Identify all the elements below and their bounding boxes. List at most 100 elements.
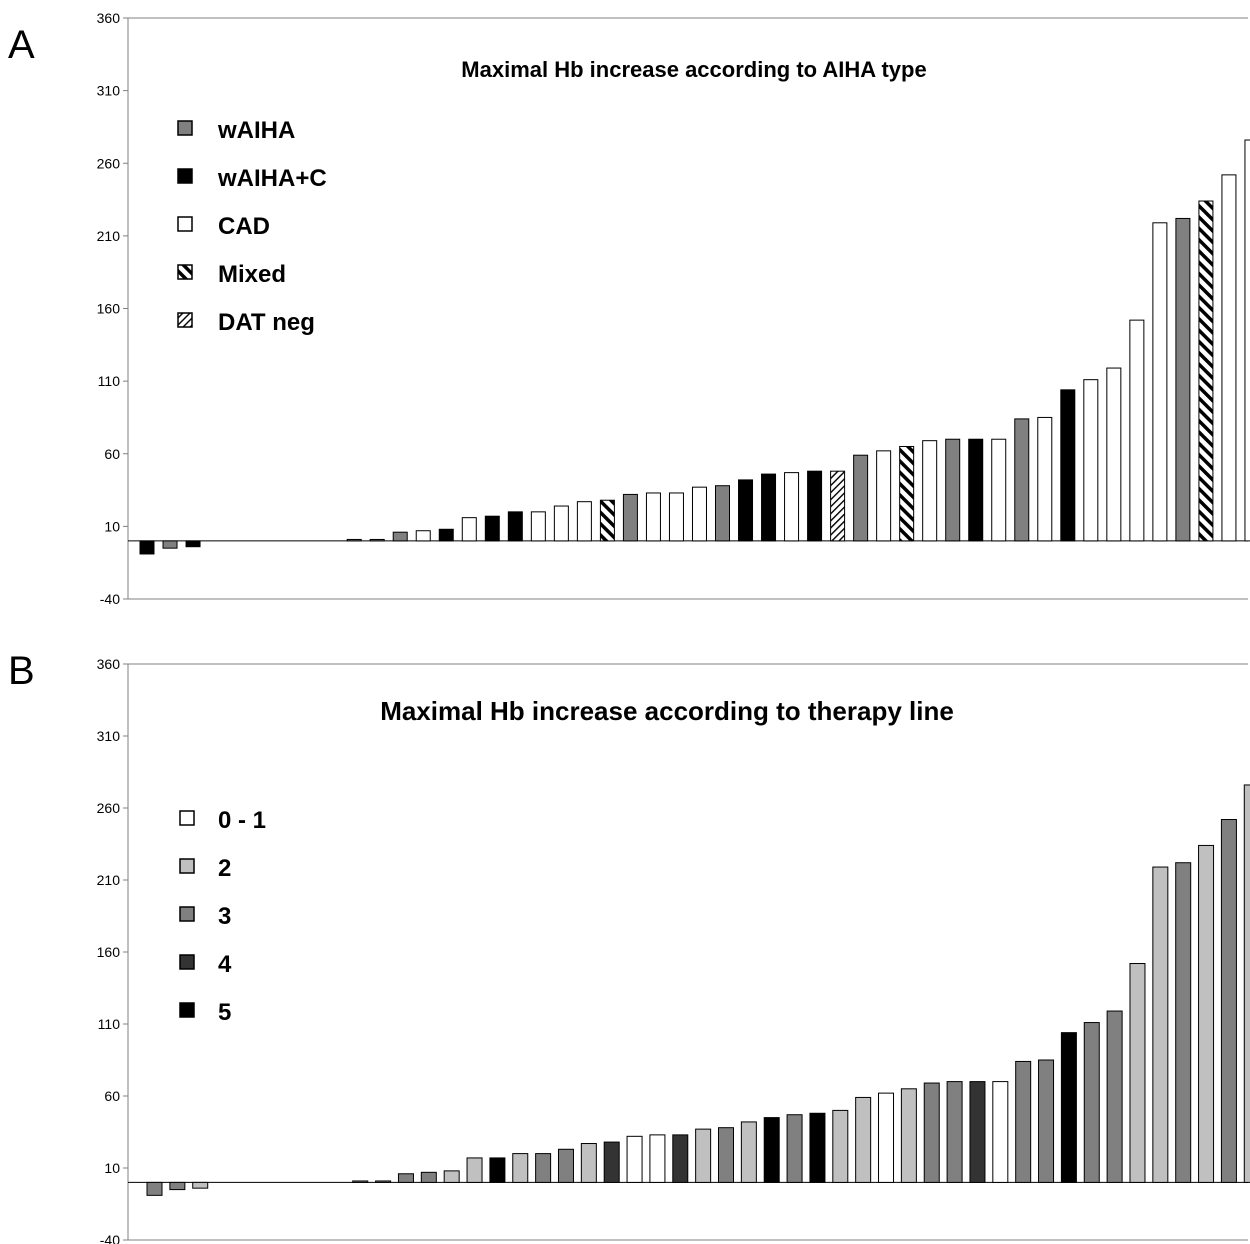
panel-b-bar <box>992 1081 1009 1183</box>
panel-b-bar <box>832 1109 849 1183</box>
panel-b-bar <box>375 1180 392 1183</box>
panel-b-bar <box>557 1148 574 1183</box>
panel-b-bar <box>397 1173 414 1183</box>
panel-b-bar <box>786 1114 803 1183</box>
panel-b-bar <box>718 1127 734 1183</box>
panel-a-bar <box>1198 200 1214 542</box>
panel-b-ytick-label: 310 <box>97 728 121 744</box>
panel-b-bar <box>535 1153 552 1183</box>
panel-a-bar <box>507 511 523 542</box>
panel-a-bar <box>162 540 178 549</box>
panel-b-bar <box>855 1096 872 1183</box>
panel-a-bar <box>461 517 477 542</box>
panel-a-bar <box>622 493 638 542</box>
panel-a-letter: A <box>8 23 35 67</box>
panel-b-ytick-label: 60 <box>104 1088 120 1104</box>
panel-a-bar <box>807 470 823 542</box>
panel-b-bars <box>146 784 1250 1196</box>
panel-b-bar <box>878 1092 895 1183</box>
panel-a-legend-swatch <box>177 168 193 184</box>
panel-b-ytick-label: 160 <box>97 944 121 960</box>
panel-b-legend-swatch <box>179 858 195 874</box>
panel-b-bar <box>900 1088 917 1183</box>
panel-a-bar <box>1083 379 1099 542</box>
panel-b-bar <box>1198 844 1215 1183</box>
panel-a-bar <box>438 528 454 542</box>
panel-a-bar <box>139 540 155 555</box>
panel-a-legend-label: DAT neg <box>218 309 315 336</box>
panel-b-bar <box>1015 1060 1032 1183</box>
panel-a-legend-label: wAIHA <box>217 117 295 144</box>
panel-b-bar <box>1106 1010 1123 1183</box>
panel-a-ytick-label: 210 <box>97 228 121 244</box>
panel-b-bar <box>763 1117 780 1183</box>
panel-a-bar <box>784 472 800 542</box>
panel-b-legend-swatch <box>179 810 195 826</box>
panel-b-ytick-label: 10 <box>104 1160 120 1176</box>
panel-a-bar <box>945 438 961 542</box>
panel-a-bar <box>1221 174 1237 542</box>
panel-b-bar <box>1129 963 1146 1183</box>
panel-b-bar <box>512 1153 529 1183</box>
panel-b-letter: B <box>8 649 35 693</box>
panel-b-bar <box>192 1181 209 1189</box>
panel-b-bar <box>1083 1022 1100 1183</box>
panel-a-bars <box>139 139 1250 555</box>
panel-a-bar <box>691 486 707 542</box>
panel-a-title: Maximal Hb increase according to AIHA ty… <box>461 57 926 82</box>
panel-a-bar <box>991 438 1007 542</box>
panel-a-axes: -40 10 60 110 160 210 260 310 360 <box>97 10 1248 607</box>
panel-a-legend-label: Mixed <box>218 261 286 288</box>
panel-a-bar <box>1244 139 1250 542</box>
panel-b-bar <box>969 1081 986 1183</box>
panel-b-ytick-label: 110 <box>98 1016 121 1032</box>
panel-a-bar <box>899 445 915 542</box>
panel-b-legend-label: 0 - 1 <box>218 807 266 834</box>
panel-b-ytick-label: -40 <box>100 1232 120 1244</box>
panel-b-ytick-label: 360 <box>97 656 121 672</box>
panel-a-bar <box>668 492 684 542</box>
panel-a-bar <box>530 511 546 542</box>
panel-a-legend-label: wAIHA+C <box>217 165 327 192</box>
panel-b-bar <box>1038 1059 1055 1183</box>
panel-a-bar <box>576 501 592 542</box>
panel-b: B Maximal Hb increase according to thera… <box>8 649 1250 1244</box>
panel-a-ytick-label: 160 <box>97 301 121 317</box>
panel-a-bar <box>853 454 869 542</box>
panel-a-bar <box>392 531 408 542</box>
panel-b-legend-swatch <box>179 906 195 922</box>
panel-b-title: Maximal Hb increase according to therapy… <box>380 696 954 726</box>
panel-a-ytick-label: 360 <box>97 10 121 26</box>
panel-b-bar <box>603 1141 620 1183</box>
panel-b-bar <box>169 1181 186 1191</box>
panel-b-legend-label: 5 <box>218 999 231 1026</box>
panel-a-bar <box>369 538 385 542</box>
panel-b-axes: -40 10 60 110 160 210 260 310 360 <box>97 656 1248 1244</box>
panel-b-bar <box>1060 1032 1077 1183</box>
panel-b-bar <box>146 1181 163 1196</box>
panel-b-bar <box>489 1157 506 1183</box>
panel-b-bar <box>443 1170 460 1183</box>
panel-b-bar <box>352 1180 369 1183</box>
panel-a-bar <box>1037 416 1053 542</box>
panel-a-bar <box>876 450 892 542</box>
panel-a-bar <box>185 540 201 548</box>
panel-a-bar <box>968 438 984 542</box>
panel-a-ytick-label: 110 <box>98 373 121 389</box>
panel-b-legend-label: 2 <box>218 855 231 882</box>
panel-b-bar <box>740 1121 757 1183</box>
panel-a-bar <box>1014 418 1030 542</box>
panel-a-legend-swatch <box>177 312 193 328</box>
panel-b-bar <box>1243 784 1250 1183</box>
panel-b-legend-label: 3 <box>218 903 231 930</box>
panel-a-ytick-label: 10 <box>104 518 120 534</box>
panel-a-bar <box>645 492 661 542</box>
panel-a-bar <box>1175 217 1191 542</box>
panel-a-bar <box>738 479 754 542</box>
panel-a-bar <box>761 473 777 542</box>
panel-a-legend-label: CAD <box>218 213 270 240</box>
panel-b-bar <box>1152 866 1169 1183</box>
panel-b-bar <box>420 1171 437 1183</box>
panel-b-ytick-label: 260 <box>97 800 121 816</box>
